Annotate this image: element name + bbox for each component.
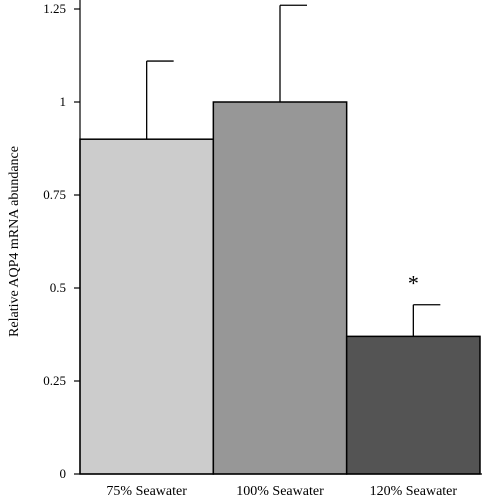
bars-layer	[79, 101, 481, 475]
y-axis-title: Relative AQP4 mRNA abundance	[7, 146, 22, 337]
y-tick-label-6: 1.25	[43, 1, 66, 16]
y-tick-label-2: 0.25	[43, 373, 66, 388]
bar-1	[79, 138, 215, 475]
y-ticks-layer: 0 0.25 0.5 0.75 1 1.25	[43, 1, 80, 481]
x-labels-layer: 75% Seawater 100% Seawater 120% Seawater	[106, 484, 457, 499]
y-tick-label-3: 0.5	[50, 280, 66, 295]
y-tick-label-5: 1	[60, 94, 67, 109]
x-tick-label-1: 75% Seawater	[106, 484, 187, 499]
y-tick-label-4: 0.75	[43, 187, 66, 202]
error-bars-layer: *	[146, 4, 441, 337]
bar-3	[345, 335, 481, 475]
x-tick-label-2: 100% Seawater	[236, 484, 324, 499]
bar-2	[212, 101, 348, 475]
significance-marker-3: *	[408, 271, 419, 296]
y-tick-label-1: 0	[60, 466, 67, 481]
x-tick-label-3: 120% Seawater	[370, 484, 458, 499]
